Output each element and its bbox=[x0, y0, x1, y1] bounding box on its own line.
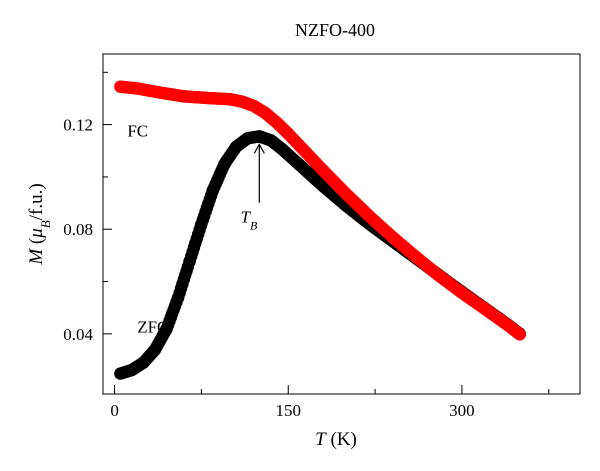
annotation-symbol: T bbox=[240, 208, 251, 227]
annotation-subscript: B bbox=[250, 219, 258, 233]
x-axis-unit: (K) bbox=[330, 429, 356, 450]
y-axis-unit-rest: /f.u.) bbox=[26, 183, 47, 220]
series-fc bbox=[114, 80, 526, 341]
x-axis-label: T (K) bbox=[315, 429, 357, 450]
y-tick-label: 0.04 bbox=[63, 325, 93, 344]
annotation-t: TB bbox=[240, 208, 257, 233]
x-tick-label: 0 bbox=[110, 401, 119, 420]
annotation-layer: FC ZFC TB bbox=[127, 121, 265, 337]
annotation-fc: FC bbox=[127, 121, 148, 140]
x-tick-label: 300 bbox=[449, 401, 475, 420]
y-axis-label: M (μB/f.u.) bbox=[26, 183, 53, 265]
y-tick-label: 0.08 bbox=[63, 220, 93, 239]
y-axis-unit-mu-sub: B bbox=[38, 220, 53, 228]
y-axis-unit-open: ( bbox=[26, 238, 47, 244]
series-layer bbox=[114, 80, 526, 380]
tb-arrow-head-icon bbox=[253, 143, 265, 154]
plot-frame bbox=[102, 53, 581, 395]
y-axis-symbol: M bbox=[26, 248, 47, 266]
y-axis-unit-mu: μ bbox=[26, 228, 47, 239]
y-tick-label: 0.12 bbox=[63, 116, 93, 135]
chart-title: NZFO-400 bbox=[295, 20, 375, 40]
x-tick-label: 150 bbox=[275, 401, 301, 420]
axis-ticks bbox=[103, 71, 550, 394]
data-point bbox=[513, 328, 526, 341]
x-axis-symbol: T bbox=[315, 429, 327, 450]
annotation-zfc: ZFC bbox=[137, 318, 168, 337]
tick-labels: 0 150 300 0.04 0.08 0.12 bbox=[63, 116, 474, 420]
